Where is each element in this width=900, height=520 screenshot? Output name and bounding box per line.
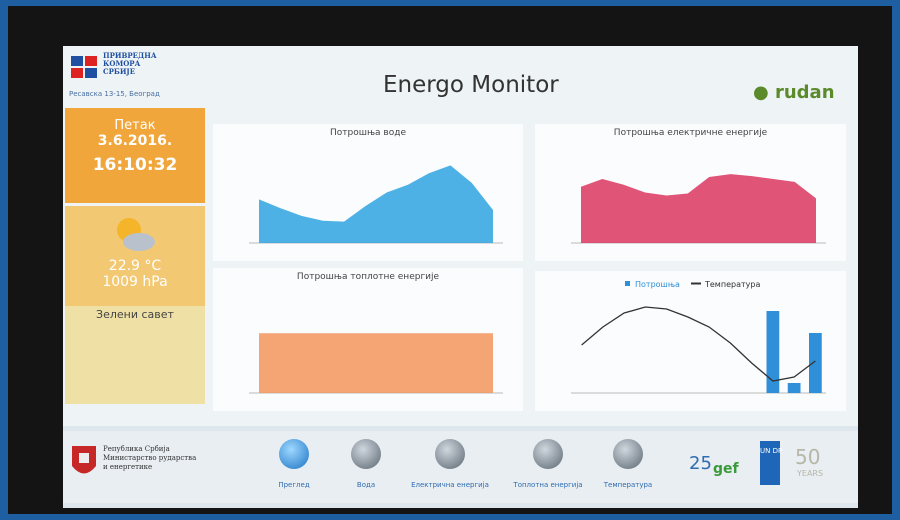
undp-logo: UN DP (760, 441, 782, 485)
tip-box: Зелени савет (65, 306, 205, 404)
years-word: YEARS (797, 469, 824, 478)
bar (787, 383, 801, 393)
nav-label[interactable]: Електрична енергија (411, 481, 489, 489)
area (259, 165, 493, 243)
legend-label: Потрошња (635, 280, 680, 289)
time: 16:10:32 (92, 155, 178, 175)
brand: ● rudan (753, 82, 835, 103)
app-title: Energo Monitor (383, 72, 559, 98)
dashboard: ПРИВРЕДНА КОМОРА СРБИЈЕ Ресавска 13-15, Бе… (63, 46, 858, 426)
ministry-line: Република Србија (103, 445, 170, 453)
area (581, 174, 816, 243)
chart-panel: Потрошња воде (213, 124, 523, 261)
chart-title: Потрошња топлотне енергије (296, 272, 440, 282)
years-number: 50 (795, 445, 821, 469)
org-line: ПРИВРЕДНА (103, 51, 157, 60)
chart-panel: Потрошња Температура (535, 271, 846, 411)
nav-item[interactable]: Преглед (249, 439, 339, 489)
weather-box: 22.9 °C 1009 hPa (65, 206, 205, 306)
chart-panel: Потрошња електричне енергије (535, 124, 846, 261)
gef-logo: gef (713, 461, 739, 477)
date: 3.6.2016. (97, 133, 173, 149)
screen: ПРИВРЕДНА КОМОРА СРБИЈЕ Ресавска 13-15, Бе… (63, 46, 858, 508)
chart: Потрошња Температура (571, 280, 826, 394)
pressure: 1009 hPa (102, 274, 168, 290)
ministry-line: Министарство рударства (103, 454, 197, 462)
chart (571, 174, 826, 244)
nav-icon[interactable] (279, 439, 309, 469)
tip-title: Зелени савет (96, 308, 174, 321)
nav-item[interactable]: Вода (321, 439, 411, 489)
day: Петак (114, 118, 156, 133)
coat-of-arms (72, 446, 96, 474)
nav-icon[interactable] (533, 439, 563, 469)
org-line: СРБИЈЕ (103, 67, 136, 76)
chart-title: Потрошња електричне енергије (613, 128, 768, 138)
nav-item[interactable]: Топлотна енергија (503, 439, 593, 489)
nav-icon[interactable] (613, 439, 643, 469)
org-line: КОМОРА (103, 59, 141, 68)
nav-icon[interactable] (435, 439, 465, 469)
tv-frame: ПРИВРЕДНА КОМОРА СРБИЈЕ Ресавска 13-15, Бе… (8, 6, 892, 514)
line (581, 306, 816, 382)
ministry: Република Србија Министарство рударства и … (103, 445, 196, 472)
bar (766, 311, 780, 393)
gef-years: 25 (689, 453, 712, 474)
nav-item[interactable]: Температура (583, 439, 673, 489)
chart (249, 165, 503, 244)
date-box: Петак 3.6.2016. 16:10:32 (65, 108, 205, 203)
legend-label: Температура (704, 280, 760, 289)
chart-title: Потрошња воде (329, 128, 406, 138)
org-logo (71, 56, 97, 78)
nav-label[interactable]: Преглед (278, 481, 310, 489)
temperature: 22.9 °C (108, 258, 162, 274)
ministry-line: и енергетике (103, 463, 153, 471)
brand-text: rudan (774, 82, 835, 103)
org-name: ПРИВРЕДНА КОМОРА СРБИЈЕ (103, 52, 157, 76)
nav-label[interactable]: Вода (356, 481, 376, 489)
bar (809, 333, 822, 393)
nav-label[interactable]: Температура (603, 481, 653, 489)
weather-icon (117, 218, 155, 251)
address: Ресавска 13-15, Београд (69, 90, 160, 98)
chart-panel: Потрошња топлотне енергије (213, 268, 523, 411)
nav-label[interactable]: Топлотна енергија (513, 481, 583, 489)
nav-icon[interactable] (351, 439, 381, 469)
footer: Република Србија Министарство рударства и … (63, 431, 858, 503)
nav-item[interactable]: Електрична енергија (405, 439, 495, 489)
legend-swatch (625, 281, 630, 286)
area (259, 333, 493, 393)
chart (249, 333, 503, 394)
